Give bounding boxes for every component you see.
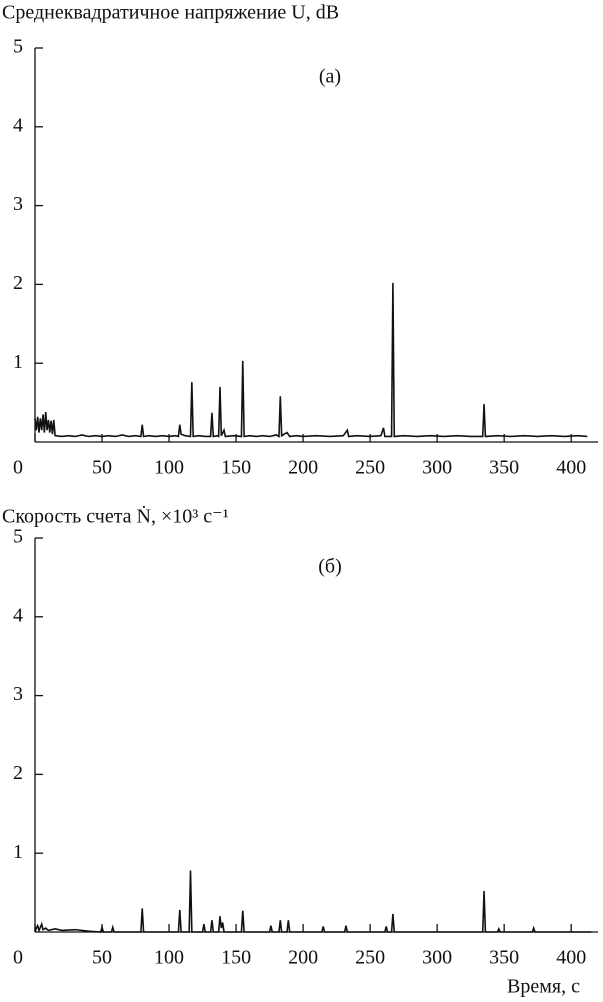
x-tick-label: 300 (422, 947, 452, 969)
y-tick-label: 4 (13, 114, 23, 136)
annotation: (б) (318, 556, 342, 578)
y-tick-label: 3 (13, 193, 23, 215)
annotation: (a) (319, 66, 341, 88)
x-tick-label: 250 (355, 457, 385, 479)
y-tick-label: 1 (13, 351, 23, 373)
y-tick-label: 5 (13, 526, 23, 548)
y-tick-label: 3 (13, 683, 23, 705)
x-tick-label: 100 (154, 947, 184, 969)
y-tick-label: 2 (13, 762, 23, 784)
y-tick-label: 5 (13, 36, 23, 58)
x-tick-label: 350 (489, 947, 519, 969)
x-tick-label: 0 (13, 457, 23, 479)
y-tick-label: 2 (13, 272, 23, 294)
x-tick-label: 100 (154, 457, 184, 479)
x-tick-label: 150 (221, 457, 251, 479)
y-tick-label: 4 (13, 604, 23, 626)
y-axis-title: Скорость счета Ṅ, ×10³ с⁻¹ (2, 505, 229, 528)
x-tick-label: 350 (489, 457, 519, 479)
x-tick-label: 200 (288, 947, 318, 969)
x-tick-label: 250 (355, 947, 385, 969)
x-tick-label: 400 (556, 457, 586, 479)
x-tick-label: 50 (92, 947, 112, 969)
x-tick-label: 400 (556, 947, 586, 969)
data-line (34, 870, 592, 933)
data-line (34, 282, 588, 438)
x-tick-label: 200 (288, 457, 318, 479)
x-tick-label: 50 (92, 457, 112, 479)
x-tick-label: 0 (13, 947, 23, 969)
y-axis-title: Среднеквадратичное напряжение U, dB (2, 2, 339, 24)
y-tick-label: 1 (13, 841, 23, 863)
x-tick-label: 300 (422, 457, 452, 479)
x-axis-title: Время, с (507, 976, 580, 998)
x-tick-label: 150 (221, 947, 251, 969)
